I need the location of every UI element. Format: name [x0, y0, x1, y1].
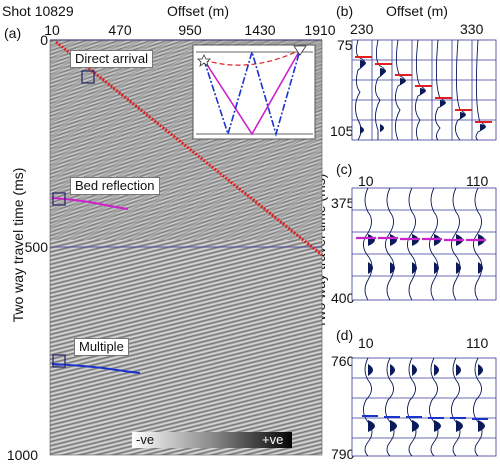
colorbar-neg-label: -ve: [136, 432, 155, 447]
panel-a-x-title: Offset (m): [167, 3, 229, 19]
panel-b-x-right: 330: [460, 21, 484, 37]
panel-d-letter: (d): [336, 327, 354, 343]
panel-c-y-top: 375: [331, 195, 355, 211]
panel-a-y-tick: 500: [24, 239, 48, 255]
panel-d-wiggles: [351, 357, 497, 457]
panel-a-x-tick: 1430: [244, 22, 276, 38]
panel-c-wiggles: [351, 187, 497, 301]
panel-a-x-tick: 10: [44, 22, 60, 38]
source-star-icon: [197, 54, 211, 67]
panel-b-x-left: 230: [350, 21, 374, 37]
bed-reflection-label: Bed reflection: [70, 177, 160, 195]
direct-arrival-pick: [55, 40, 323, 257]
shot-label: Shot 10829: [2, 3, 74, 19]
panel-b-x-title: Offset (m): [386, 3, 448, 19]
panel-b-letter: (b): [336, 3, 354, 19]
colorbar-pos-label: +ve: [262, 432, 284, 447]
panel-c-x-left: 10: [358, 173, 374, 189]
multiple-pick: [51, 363, 141, 374]
receiver-triangle-icon: [293, 45, 307, 56]
panel-d-x-left: 10: [358, 335, 374, 351]
panel-b-wiggles: [351, 39, 497, 141]
direct-zoom-box: [81, 70, 95, 84]
panel-a-x-tick: 470: [108, 22, 132, 38]
panel-d-y-top: 760: [331, 353, 355, 369]
panel-b-y-top: 75: [337, 37, 353, 53]
panel-a-y-tick: 1000: [6, 447, 38, 463]
multiple-label: Multiple: [74, 338, 129, 356]
ray-path-inset: [192, 44, 316, 140]
colorbar: [132, 432, 292, 448]
panel-b-y-bottom: 105: [330, 123, 354, 139]
panel-c-y-bottom: 400: [331, 290, 355, 306]
bed-zoom-box: [52, 192, 66, 206]
bed-reflection-pick: [51, 197, 129, 210]
panel-a-y-tick: 0: [40, 32, 48, 48]
multiple-zoom-box: [52, 354, 66, 368]
panel-a-x-tick: 1910: [304, 22, 336, 38]
panel-c-letter: (c): [336, 161, 353, 177]
panel-d-x-right: 110: [466, 335, 489, 351]
direct-arrival-label: Direct arrival: [70, 50, 153, 68]
panel-c-x-right: 110: [466, 173, 489, 189]
panel-d-y-bottom: 790: [331, 446, 355, 462]
panel-a-letter: (a): [4, 25, 22, 41]
panel-a-x-tick: 950: [178, 22, 202, 38]
